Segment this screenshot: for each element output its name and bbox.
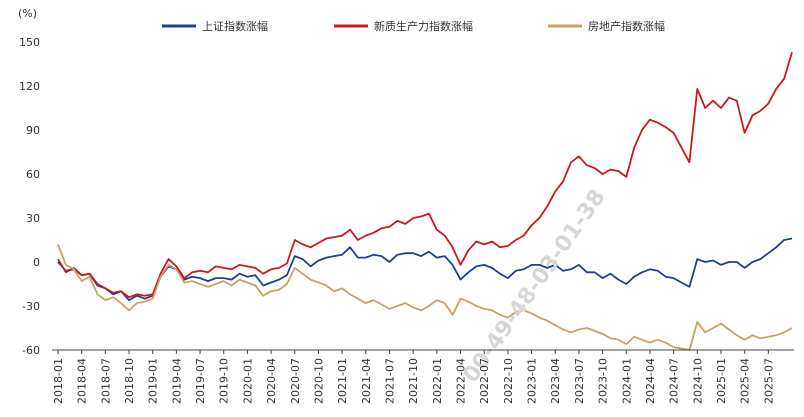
x-tick-label: 2022-04	[455, 358, 468, 404]
x-tick-label: 2018-04	[76, 358, 89, 404]
x-tick-label: 2023-10	[597, 358, 610, 404]
x-tick-label: 2024-04	[644, 358, 657, 404]
y-tick-label: -30	[22, 300, 40, 313]
x-tick-label: 2023-07	[573, 358, 586, 404]
watermark: 00-49-48-03-01-38	[459, 185, 611, 387]
y-tick-label: 30	[26, 212, 40, 225]
x-tick-label: 2019-10	[218, 358, 231, 404]
legend-label: 上证指数涨幅	[202, 19, 268, 33]
x-tick-label: 2019-01	[147, 358, 160, 404]
x-tick-label: 2021-04	[360, 358, 373, 404]
series-line	[57, 52, 793, 299]
y-tick-label: 60	[26, 168, 40, 181]
x-tick-label: 2022-01	[431, 358, 444, 404]
series-line	[57, 237, 793, 301]
x-tick-label: 2022-10	[502, 358, 515, 404]
x-tick-label: 2020-10	[312, 358, 325, 404]
x-tick-label: 2023-01	[526, 358, 539, 404]
x-tick-label: 2025-01	[715, 358, 728, 404]
legend: 上证指数涨幅 新质生产力指数涨幅 房地产指数涨幅	[162, 19, 665, 33]
y-tick-label: -60	[22, 344, 40, 357]
x-axis-ticks: 2018-01 2018-04 2018-07 2018-10 2019-01 2019-…	[52, 350, 775, 404]
x-tick-label: 2024-01	[620, 358, 633, 404]
y-tick-label: 90	[26, 124, 40, 137]
x-tick-label: 2024-07	[668, 358, 681, 404]
series-line	[57, 244, 793, 351]
x-tick-label: 2020-07	[289, 358, 302, 404]
x-tick-label: 2025-04	[739, 358, 752, 404]
y-tick-label: 0	[33, 256, 40, 269]
y-tick-label: 120	[19, 80, 40, 93]
x-tick-label: 2021-01	[336, 358, 349, 404]
x-tick-label: 2018-07	[99, 358, 112, 404]
legend-label: 新质生产力指数涨幅	[374, 19, 473, 33]
x-tick-label: 2023-04	[549, 358, 562, 404]
x-tick-label: 2021-07	[383, 358, 396, 404]
y-axis-ticks: 150 120 90 60 30 0 -30 -60	[19, 36, 40, 357]
series-lines	[57, 52, 793, 351]
x-tick-label: 2021-10	[407, 358, 420, 404]
x-tick-label: 2019-04	[170, 358, 183, 404]
x-tick-label: 2019-07	[194, 358, 207, 404]
x-tick-label: 2020-04	[265, 358, 278, 404]
legend-label: 房地产指数涨幅	[588, 19, 665, 33]
x-tick-label: 2024-10	[691, 358, 704, 404]
x-tick-label: 2018-10	[123, 358, 136, 404]
x-tick-label: 2025-07	[762, 358, 775, 404]
y-tick-label: 150	[19, 36, 40, 49]
x-tick-label: 2022-07	[478, 358, 491, 404]
x-tick-label: 2018-01	[52, 358, 65, 404]
y-axis-unit-label: (%)	[18, 7, 37, 20]
x-tick-label: 2020-01	[241, 358, 254, 404]
